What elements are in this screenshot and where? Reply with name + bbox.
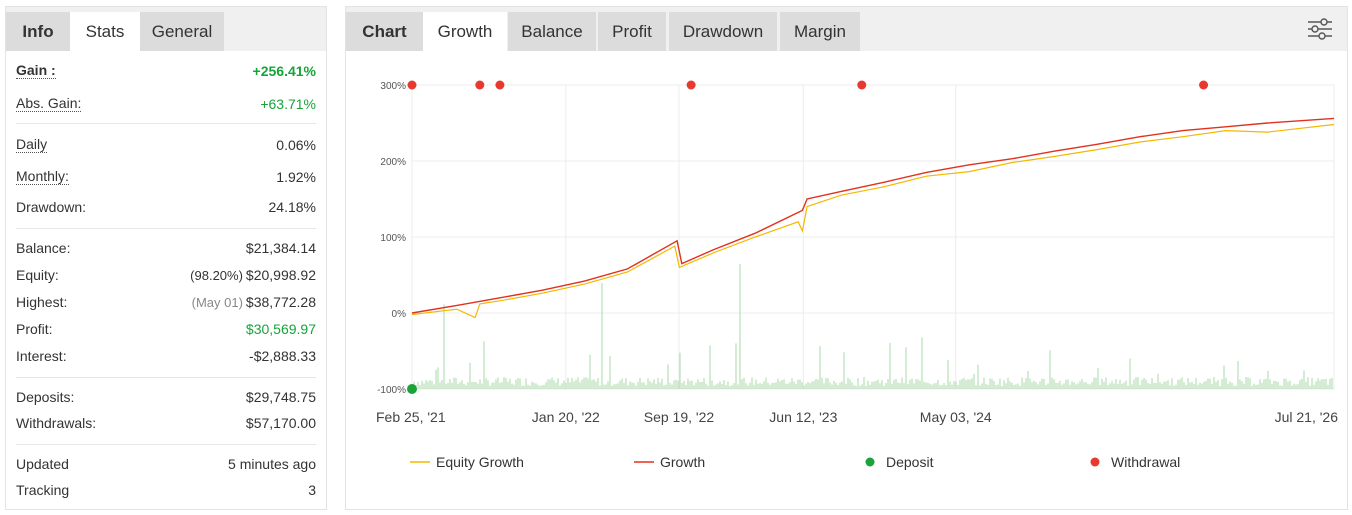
left-tab-bar: Info Stats General [6, 7, 326, 51]
stat-balance: Balance: $21,384.14 [16, 235, 316, 261]
tab-drawdown[interactable]: Drawdown [669, 12, 777, 51]
daily-value: 0.06% [276, 137, 316, 153]
divider [16, 444, 316, 445]
legend-growth: Growth [660, 454, 705, 470]
x-tick-label: Feb 25, '21 [376, 409, 446, 425]
stat-profit: Profit: $30,569.97 [16, 316, 316, 342]
daily-label[interactable]: Daily [16, 136, 48, 153]
highest-value-group: (May 01) $38,772.28 [192, 289, 316, 316]
highest-date: (May 01) [191, 295, 243, 310]
updated-label: Updated [16, 456, 69, 472]
stat-highest: Highest: (May 01) $38,772.28 [16, 289, 316, 315]
y-tick-label: 300% [380, 81, 406, 92]
gain-label[interactable]: Gain : [16, 62, 56, 79]
withdrawal-marker [686, 80, 696, 90]
highest-value: $38,772.28 [245, 294, 316, 310]
balance-label: Balance: [16, 240, 71, 256]
x-tick-label: Sep 19, '22 [644, 409, 715, 425]
drawdown-value: 24.18% [268, 199, 316, 215]
equity-label: Equity: [16, 267, 59, 283]
stat-monthly: Monthly: 1.92% [16, 164, 316, 190]
monthly-value: 1.92% [276, 169, 316, 185]
legend-withdrawal: Withdrawal [1111, 454, 1180, 470]
stat-tracking: Tracking 3 [16, 477, 316, 503]
legend-deposit-swatch [865, 457, 875, 467]
stat-interest: Interest: -$2,888.33 [16, 343, 316, 369]
divider [16, 123, 316, 124]
y-tick-label: 0% [392, 309, 407, 320]
x-axis-labels: Feb 25, '21 Jan 20, '22 Sep 19, '22 Jun 12,… [376, 409, 1338, 425]
tracking-label: Tracking [16, 482, 70, 498]
growth-chart: -100% 0% 100% 200% 300% Feb 25, '21 Jan 20, '… [376, 80, 1338, 470]
deposit-marker [407, 384, 417, 394]
withdrawal-marker [495, 80, 505, 90]
monthly-label[interactable]: Monthly: [16, 168, 69, 185]
highest-label: Highest: [16, 294, 68, 310]
stat-withdrawals: Withdrawals: $57,170.00 [16, 410, 316, 436]
chart-series [411, 117, 1335, 319]
stats-panel: Info Stats General Gain : +256.41% Abs. … [5, 6, 327, 510]
deposits-label: Deposits: [16, 389, 75, 405]
chart-panel: Chart Growth Balance Profit Drawdown Mar… [345, 6, 1348, 510]
equity-percent: (98.20%) [190, 268, 243, 283]
withdrawal-marker [407, 80, 417, 90]
withdrawal-marker [857, 80, 867, 90]
divider [16, 377, 316, 378]
interest-value: -$2,888.33 [249, 348, 316, 364]
y-tick-label: 200% [380, 157, 406, 168]
stat-drawdown: Drawdown: 24.18% [16, 194, 316, 220]
x-tick-label: May 03, '24 [920, 409, 992, 425]
sliders-icon[interactable] [1307, 17, 1333, 41]
chart-markers [407, 80, 1209, 394]
gain-value: +256.41% [252, 63, 316, 79]
stat-daily: Daily 0.06% [16, 132, 316, 158]
tab-profit[interactable]: Profit [598, 12, 666, 51]
tab-info[interactable]: Info [6, 12, 70, 51]
equity-value-group: (98.20%) $20,998.92 [190, 262, 316, 289]
withdrawal-marker [475, 80, 485, 90]
tab-general[interactable]: General [140, 12, 224, 51]
withdrawal-marker [1199, 80, 1209, 90]
abs-gain-value: +63.71% [260, 96, 316, 112]
y-tick-label: -100% [377, 385, 406, 396]
volume-bars [413, 264, 1333, 389]
tab-margin[interactable]: Margin [780, 12, 860, 51]
stat-deposits: Deposits: $29,748.75 [16, 384, 316, 410]
tab-growth[interactable]: Growth [423, 12, 507, 51]
tab-balance[interactable]: Balance [508, 12, 596, 51]
tracking-value: 3 [308, 482, 316, 498]
balance-value: $21,384.14 [245, 240, 316, 256]
tab-stats[interactable]: Stats [70, 12, 140, 51]
stat-equity: Equity: (98.20%) $20,998.92 [16, 262, 316, 288]
abs-gain-label[interactable]: Abs. Gain: [16, 95, 82, 112]
stat-updated: Updated 5 minutes ago [16, 451, 316, 477]
deposits-value: $29,748.75 [245, 389, 316, 405]
tab-chart[interactable]: Chart [346, 12, 423, 51]
legend-withdrawal-swatch [1090, 457, 1100, 467]
x-tick-label: Jun 12, '23 [769, 409, 837, 425]
y-tick-label: 100% [380, 233, 406, 244]
legend-equity-growth: Equity Growth [436, 454, 524, 470]
interest-label: Interest: [16, 348, 67, 364]
withdrawals-value: $57,170.00 [245, 415, 316, 431]
updated-value: 5 minutes ago [228, 456, 316, 472]
chart-tab-bar: Chart Growth Balance Profit Drawdown Mar… [346, 7, 1347, 51]
drawdown-label: Drawdown: [16, 199, 87, 215]
equity-growth-line [411, 123, 1335, 319]
profit-label: Profit: [16, 321, 53, 337]
stats-list: Gain : +256.41% Abs. Gain: +63.71% Daily… [6, 51, 326, 503]
withdrawals-label: Withdrawals: [16, 415, 97, 431]
equity-value: $20,998.92 [245, 267, 316, 283]
y-axis-labels: -100% 0% 100% 200% 300% [377, 81, 406, 396]
chart-legend: Equity Growth Growth Deposit Withdrawal [410, 454, 1180, 470]
growth-line [411, 117, 1335, 314]
legend-deposit: Deposit [886, 454, 934, 470]
stat-gain: Gain : +256.41% [16, 58, 316, 84]
stat-abs-gain: Abs. Gain: +63.71% [16, 91, 316, 117]
divider [16, 228, 316, 229]
x-tick-label: Jan 20, '22 [532, 409, 600, 425]
chart-grid [411, 84, 1335, 390]
profit-value: $30,569.97 [245, 321, 316, 337]
x-tick-label: Jul 21, '26 [1275, 409, 1339, 425]
